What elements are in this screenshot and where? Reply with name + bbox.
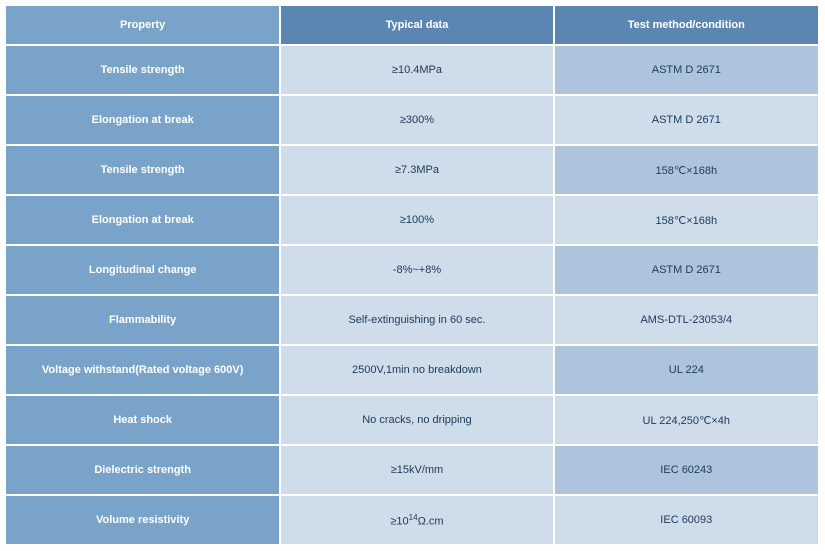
table-row: Volume resistivity ≥1014Ω.cm IEC 60093 [6, 496, 818, 544]
cell-property: Voltage withstand(Rated voltage 600V) [6, 346, 279, 394]
cell-data: No cracks, no dripping [281, 396, 552, 444]
table-row: Heat shock No cracks, no dripping UL 224… [6, 396, 818, 444]
cell-method: IEC 60243 [555, 446, 818, 494]
cell-data: 2500V,1min no breakdown [281, 346, 552, 394]
cell-property: Dielectric strength [6, 446, 279, 494]
table-row: Flammability Self-extinguishing in 60 se… [6, 296, 818, 344]
cell-property: Tensile strength [6, 46, 279, 94]
cell-method: UL 224,250℃×4h [555, 396, 818, 444]
cell-property: Longitudinal change [6, 246, 279, 294]
table-row: Longitudinal change -8%~+8% ASTM D 2671 [6, 246, 818, 294]
cell-property: Flammability [6, 296, 279, 344]
cell-data: ≥1014Ω.cm [281, 496, 552, 544]
col-header-data: Typical data [281, 6, 552, 44]
cell-property: Tensile strength [6, 146, 279, 194]
cell-method: 158℃×168h [555, 196, 818, 244]
cell-property: Volume resistivity [6, 496, 279, 544]
cell-data: ≥7.3MPa [281, 146, 552, 194]
spec-table: Property Typical data Test method/condit… [4, 4, 820, 546]
cell-property: Heat shock [6, 396, 279, 444]
cell-data: -8%~+8% [281, 246, 552, 294]
table-row: Voltage withstand(Rated voltage 600V) 25… [6, 346, 818, 394]
cell-data: ≥300% [281, 96, 552, 144]
table-row: Dielectric strength ≥15kV/mm IEC 60243 [6, 446, 818, 494]
cell-data: ≥10.4MPa [281, 46, 552, 94]
col-header-property: Property [6, 6, 279, 44]
table-row: Tensile strength ≥10.4MPa ASTM D 2671 [6, 46, 818, 94]
cell-method: ASTM D 2671 [555, 246, 818, 294]
col-header-method: Test method/condition [555, 6, 818, 44]
table-row: Elongation at break ≥100% 158℃×168h [6, 196, 818, 244]
cell-data: ≥100% [281, 196, 552, 244]
cell-method: UL 224 [555, 346, 818, 394]
cell-method: ASTM D 2671 [555, 46, 818, 94]
cell-method: IEC 60093 [555, 496, 818, 544]
table-row: Tensile strength ≥7.3MPa 158℃×168h [6, 146, 818, 194]
cell-property: Elongation at break [6, 96, 279, 144]
table-header-row: Property Typical data Test method/condit… [6, 6, 818, 44]
table-row: Elongation at break ≥300% ASTM D 2671 [6, 96, 818, 144]
cell-property: Elongation at break [6, 196, 279, 244]
cell-data: ≥15kV/mm [281, 446, 552, 494]
cell-data: Self-extinguishing in 60 sec. [281, 296, 552, 344]
cell-method: 158℃×168h [555, 146, 818, 194]
cell-method: ASTM D 2671 [555, 96, 818, 144]
cell-method: AMS-DTL-23053/4 [555, 296, 818, 344]
